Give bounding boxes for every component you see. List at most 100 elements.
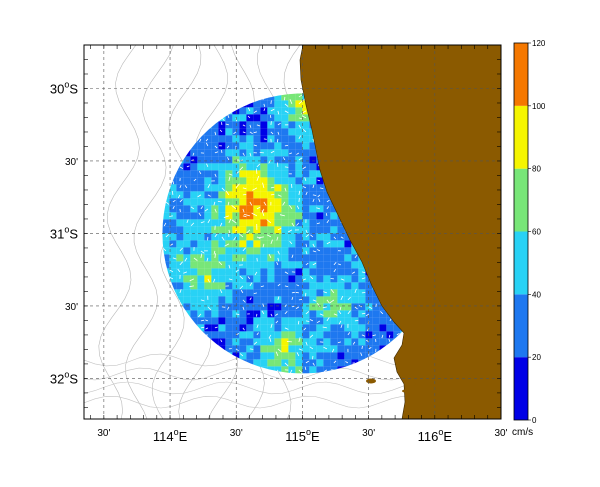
- current-speed-cell: [379, 338, 386, 345]
- current-speed-cell: [190, 261, 197, 268]
- current-speed-cell: [316, 289, 323, 296]
- colorbar-tick-label: 100: [532, 102, 546, 111]
- current-speed-cell: [344, 254, 351, 261]
- current-speed-cell: [379, 317, 386, 324]
- current-speed-cell: [239, 107, 246, 114]
- current-speed-cell: [239, 121, 246, 128]
- current-speed-cell: [295, 331, 302, 338]
- longitude-label: 114oE: [153, 427, 188, 444]
- current-speed-cell: [309, 226, 316, 233]
- current-speed-cell: [260, 142, 267, 149]
- current-speed-cell: [246, 142, 253, 149]
- current-speed-cell: [211, 240, 218, 247]
- current-speed-cell: [267, 296, 274, 303]
- longitude-minute-label: 30': [97, 428, 110, 439]
- current-speed-cell: [309, 219, 316, 226]
- current-speed-cell: [246, 121, 253, 128]
- current-speed-cell: [260, 317, 267, 324]
- current-speed-cell: [309, 156, 316, 163]
- current-speed-cell: [260, 163, 267, 170]
- current-speed-cell: [323, 331, 330, 338]
- current-speed-cell: [190, 170, 197, 177]
- longitude-minute-label: 30': [362, 428, 375, 439]
- current-speed-cell: [246, 135, 253, 142]
- current-speed-cell: [330, 352, 337, 359]
- colorbar-bin: [514, 43, 528, 106]
- current-speed-cell: [239, 219, 246, 226]
- current-speed-cell: [169, 219, 176, 226]
- current-speed-cell: [295, 254, 302, 261]
- current-speed-cell: [246, 219, 253, 226]
- current-speed-cell: [232, 149, 239, 156]
- current-speed-cell: [183, 212, 190, 219]
- current-speed-cell: [281, 170, 288, 177]
- current-speed-cell: [246, 240, 253, 247]
- current-speed-cell: [274, 184, 281, 191]
- current-speed-cell: [351, 275, 358, 282]
- current-speed-cell: [267, 212, 274, 219]
- current-speed-cell: [253, 198, 260, 205]
- current-speed-cell: [316, 324, 323, 331]
- current-speed-cell: [281, 254, 288, 261]
- current-speed-cell: [225, 310, 232, 317]
- current-speed-cell: [232, 296, 239, 303]
- current-speed-cell: [330, 219, 337, 226]
- current-speed-cell: [246, 177, 253, 184]
- current-speed-cell: [211, 212, 218, 219]
- current-speed-cell: [239, 310, 246, 317]
- current-speed-cell: [190, 240, 197, 247]
- current-speed-cell: [197, 198, 204, 205]
- current-speed-cell: [323, 268, 330, 275]
- current-speed-cell: [218, 296, 225, 303]
- current-speed-cell: [190, 289, 197, 296]
- current-speed-cell: [295, 170, 302, 177]
- current-speed-cell: [239, 177, 246, 184]
- current-speed-cell: [330, 226, 337, 233]
- current-speed-cell: [309, 289, 316, 296]
- current-speed-cell: [316, 359, 323, 366]
- current-speed-cell: [253, 275, 260, 282]
- current-speed-cell: [344, 303, 351, 310]
- current-speed-cell: [309, 282, 316, 289]
- current-speed-cell: [316, 331, 323, 338]
- current-speed-cell: [190, 212, 197, 219]
- current-speed-cell: [232, 198, 239, 205]
- current-speed-cell: [302, 254, 309, 261]
- current-speed-cell: [288, 282, 295, 289]
- current-speed-cell: [274, 359, 281, 366]
- current-speed-cell: [267, 303, 274, 310]
- current-speed-cell: [344, 247, 351, 254]
- current-speed-cell: [316, 296, 323, 303]
- current-speed-cell: [323, 254, 330, 261]
- current-speed-cell: [218, 135, 225, 142]
- longitude-minute-label: 30': [230, 428, 243, 439]
- colorbar-tick-label: 60: [532, 228, 541, 237]
- current-speed-cell: [246, 170, 253, 177]
- current-speed-cell: [351, 296, 358, 303]
- current-speed-cell: [225, 268, 232, 275]
- current-speed-cell: [190, 296, 197, 303]
- current-speed-cell: [176, 282, 183, 289]
- current-speed-cell: [288, 359, 295, 366]
- current-speed-cell: [197, 275, 204, 282]
- current-speed-cell: [204, 226, 211, 233]
- current-speed-cell: [253, 303, 260, 310]
- current-vector: [191, 160, 194, 161]
- current-speed-cell: [288, 142, 295, 149]
- current-speed-cell: [274, 149, 281, 156]
- current-speed-cell: [239, 142, 246, 149]
- current-speed-cell: [253, 345, 260, 352]
- current-speed-cell: [211, 268, 218, 275]
- current-speed-cell: [253, 114, 260, 121]
- current-speed-cell: [330, 254, 337, 261]
- current-speed-cell: [267, 282, 274, 289]
- current-speed-cell: [267, 275, 274, 282]
- current-speed-cell: [288, 156, 295, 163]
- current-speed-cell: [183, 177, 190, 184]
- current-speed-cell: [211, 135, 218, 142]
- current-speed-cell: [267, 205, 274, 212]
- current-speed-cell: [183, 240, 190, 247]
- current-vector: [299, 198, 300, 202]
- current-speed-cell: [218, 212, 225, 219]
- current-speed-cell: [274, 303, 281, 310]
